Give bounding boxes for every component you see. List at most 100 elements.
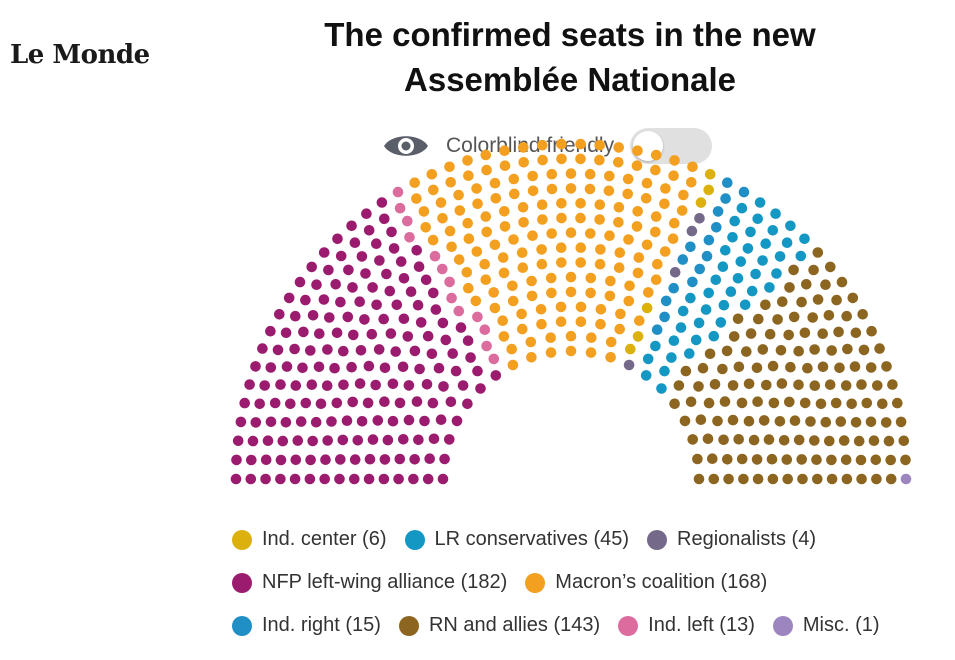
seat-macron	[660, 183, 671, 194]
seat-nfp	[313, 361, 325, 373]
seat-nfp	[335, 250, 347, 262]
seat-rn	[781, 454, 793, 465]
seat-nfp	[422, 473, 434, 485]
seat-nfp	[330, 279, 342, 290]
seat-macron	[585, 287, 596, 299]
legend-row: Ind. center (6) LR conservatives (45) Regi…	[232, 518, 898, 561]
seat-nfp	[411, 245, 423, 256]
seat-rn	[712, 415, 723, 427]
seat-rn	[733, 361, 745, 373]
seat-rn	[703, 397, 715, 409]
seat-nfp	[259, 380, 271, 391]
legend-label-lr: LR conservatives (45)	[434, 528, 630, 550]
seat-nfp	[414, 363, 425, 375]
legend-label-ind_right: Ind. right (15)	[262, 614, 381, 636]
seat-rn	[850, 327, 862, 339]
seat-nfp	[281, 361, 293, 372]
le-monde-logo[interactable]: Le Monde	[10, 40, 150, 70]
seat-nfp	[262, 435, 274, 447]
seat-nfp	[310, 416, 322, 428]
seat-rn	[764, 328, 776, 340]
seat-macron	[556, 153, 567, 165]
seat-macron	[641, 239, 653, 251]
seat-ind_right	[703, 234, 715, 246]
seat-rn	[885, 473, 897, 485]
legend-label-nfp: NFP left-wing alliance (182)	[262, 571, 508, 593]
seat-nfp	[349, 473, 360, 485]
seat-rn	[811, 454, 822, 466]
seat-nfp	[356, 251, 368, 262]
seat-rn	[741, 346, 752, 357]
seat-nfp	[307, 435, 319, 447]
seat-ind_left	[444, 276, 455, 288]
seat-macron	[537, 214, 548, 225]
seat-rn	[745, 328, 757, 339]
seat-nfp	[433, 362, 445, 374]
seat-nfp	[260, 473, 271, 485]
seat-macron	[555, 301, 567, 313]
seat-macron	[536, 244, 547, 255]
seat-nfp	[260, 454, 272, 466]
seat-rn	[709, 379, 721, 390]
seat-macron	[480, 274, 492, 286]
seat-nfp	[490, 370, 502, 381]
seat-nfp	[371, 299, 382, 311]
seat-rn	[820, 416, 832, 428]
seat-lr	[742, 243, 754, 254]
seat-rn	[707, 453, 718, 465]
seat-nfp	[269, 397, 281, 409]
seat-nfp	[298, 326, 309, 338]
seat-rn	[898, 435, 910, 447]
legend-label-regionalists: Regionalists (4)	[677, 528, 816, 550]
seat-nfp	[297, 362, 308, 374]
seat-rn	[900, 454, 911, 466]
seat-lr	[770, 208, 781, 219]
seat-nfp	[324, 312, 335, 323]
seat-macron	[526, 352, 537, 363]
seat-ind_left	[392, 186, 404, 198]
seat-rn	[727, 414, 739, 426]
seat-macron	[613, 262, 625, 274]
seat-nfp	[338, 379, 349, 391]
seat-macron	[527, 185, 539, 197]
seat-nfp	[319, 473, 331, 485]
seat-nfp	[367, 282, 378, 293]
seat-rn	[761, 379, 772, 391]
seat-nfp	[390, 346, 402, 357]
seat-rn	[853, 435, 865, 447]
seat-nfp	[305, 454, 316, 466]
seat-macron	[614, 247, 626, 258]
seat-ind_left	[429, 250, 441, 262]
seat-macron	[622, 173, 634, 185]
seat-rn	[717, 363, 728, 375]
seat-macron	[605, 352, 616, 363]
seat-rn	[809, 344, 820, 355]
seat-rn	[777, 296, 788, 308]
seat-rn	[865, 362, 877, 373]
seat-nfp	[322, 344, 333, 355]
seat-macron	[480, 211, 492, 222]
seat-nfp	[465, 352, 476, 363]
seat-rn	[799, 327, 811, 339]
seat-macron	[444, 161, 455, 173]
seat-macron	[650, 149, 662, 161]
seat-ind_right	[720, 193, 731, 204]
seat-nfp	[475, 383, 486, 394]
seat-rn	[784, 282, 795, 293]
seat-macron	[595, 304, 607, 315]
seat-macron	[632, 267, 644, 279]
seat-rn	[793, 434, 805, 446]
seat-macron	[453, 254, 465, 265]
seat-lr	[708, 330, 720, 342]
seat-macron	[676, 205, 688, 216]
seat-nfp	[447, 348, 459, 359]
seat-nfp	[427, 397, 439, 409]
seat-macron	[687, 161, 698, 173]
seat-macron	[603, 185, 615, 197]
seat-macron	[536, 318, 547, 330]
seat-nfp	[379, 396, 390, 408]
seat-nfp	[354, 378, 366, 389]
seat-macron	[643, 287, 654, 298]
seat-rn	[736, 453, 748, 465]
seat-lr	[656, 383, 667, 394]
